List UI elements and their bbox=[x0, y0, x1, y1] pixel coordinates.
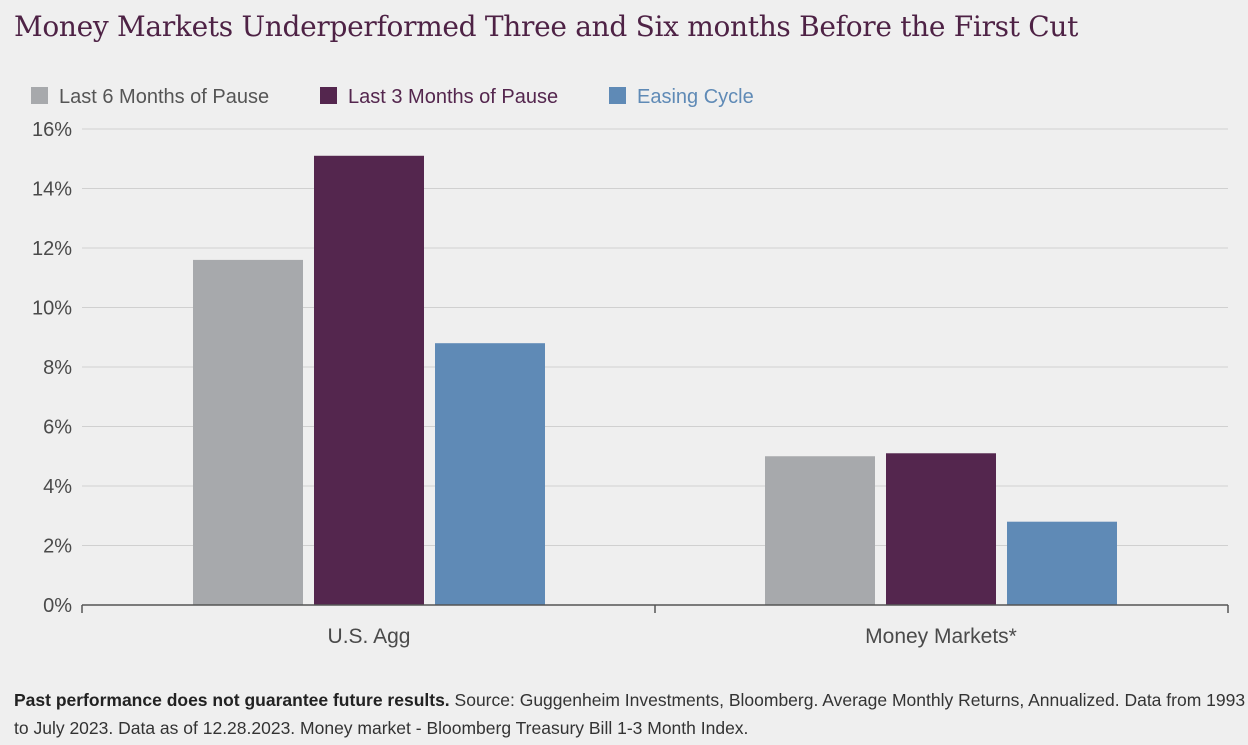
y-tick-label: 14% bbox=[32, 179, 72, 201]
source-footnote: Past performance does not guarantee futu… bbox=[14, 686, 1246, 742]
y-tick-label: 4% bbox=[43, 476, 72, 498]
legend-label: Last 6 Months of Pause bbox=[59, 86, 269, 108]
disclaimer-text: Past performance does not guarantee futu… bbox=[14, 690, 450, 710]
bar-money-markets-series-1 bbox=[886, 453, 996, 605]
y-tick-labels: 0% 2% 4% 6% 8% 10% 12% 14% 16% bbox=[32, 119, 72, 617]
x-axis bbox=[81, 604, 1229, 613]
x-tick-label: U.S. Agg bbox=[328, 625, 411, 648]
y-tick-label: 12% bbox=[32, 238, 72, 260]
y-tick-label: 6% bbox=[43, 417, 72, 439]
legend-swatch bbox=[609, 87, 626, 104]
chart-title: Money Markets Underperformed Three and S… bbox=[14, 10, 1079, 43]
legend-label: Last 3 Months of Pause bbox=[348, 86, 558, 108]
bar-us-agg-series-2 bbox=[435, 343, 545, 605]
y-tick-label: 2% bbox=[43, 536, 72, 558]
bar-money-markets-series-2 bbox=[1007, 521, 1117, 605]
legend: Last 6 Months of Pause Last 3 Months of P… bbox=[31, 86, 754, 108]
bar-us-agg-series-0 bbox=[193, 259, 303, 605]
bars bbox=[193, 155, 1117, 605]
y-tick-label: 16% bbox=[32, 119, 72, 141]
x-tick-labels: U.S. Agg Money Markets* bbox=[328, 625, 1017, 648]
bar-us-agg-series-1 bbox=[314, 155, 424, 605]
y-tick-label: 0% bbox=[43, 595, 72, 617]
y-tick-label: 8% bbox=[43, 357, 72, 379]
legend-swatch bbox=[31, 87, 48, 104]
source-text: Source: Guggenheim Investments, Bloomber… bbox=[14, 690, 1246, 738]
legend-label: Easing Cycle bbox=[637, 86, 754, 108]
y-tick-label: 10% bbox=[32, 298, 72, 320]
bar-money-markets-series-0 bbox=[765, 456, 875, 605]
x-tick-label: Money Markets* bbox=[865, 625, 1017, 648]
legend-swatch bbox=[320, 87, 337, 104]
